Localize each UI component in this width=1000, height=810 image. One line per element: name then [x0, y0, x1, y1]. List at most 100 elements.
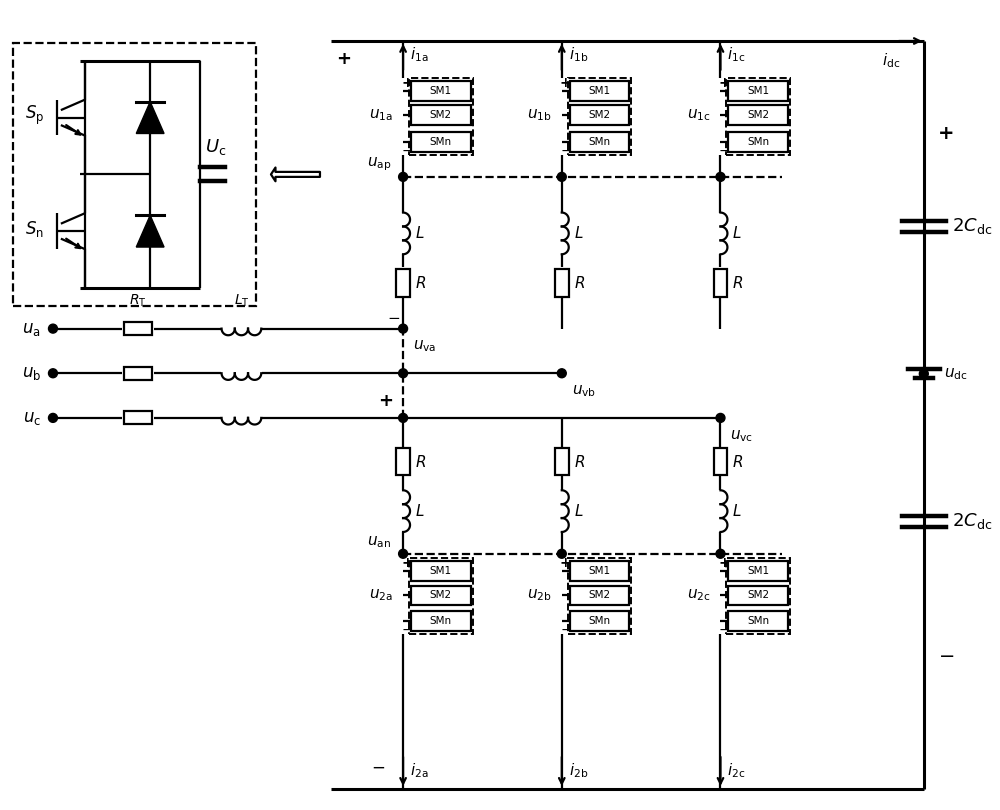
- Circle shape: [399, 173, 408, 181]
- Text: $u_{2\mathrm{c}}$: $u_{2\mathrm{c}}$: [687, 587, 711, 603]
- Polygon shape: [136, 215, 164, 247]
- Bar: [396, 448, 410, 475]
- Bar: [555, 269, 569, 297]
- Polygon shape: [136, 102, 164, 134]
- Text: SMn: SMn: [747, 137, 769, 147]
- Text: $L$: $L$: [415, 225, 425, 241]
- Text: $-$: $-$: [718, 622, 731, 636]
- Text: $R$: $R$: [732, 275, 744, 291]
- Text: +: +: [401, 556, 413, 569]
- Bar: [570, 105, 629, 126]
- Text: $L_\mathrm{T}$: $L_\mathrm{T}$: [234, 292, 249, 309]
- Text: $i_{2\mathrm{b}}$: $i_{2\mathrm{b}}$: [569, 761, 588, 780]
- Bar: [728, 132, 788, 152]
- Text: $R_\mathrm{T}$: $R_\mathrm{T}$: [129, 292, 147, 309]
- Bar: [396, 269, 410, 297]
- Text: SM1: SM1: [747, 565, 769, 576]
- Text: $u_\mathrm{dc}$: $u_\mathrm{dc}$: [944, 366, 967, 382]
- Text: SM1: SM1: [588, 86, 611, 96]
- Text: +: +: [719, 75, 730, 90]
- Text: $i_\mathrm{dc}$: $i_\mathrm{dc}$: [882, 52, 900, 70]
- Circle shape: [716, 549, 725, 558]
- Bar: [411, 105, 471, 126]
- Bar: [411, 561, 471, 581]
- Bar: [411, 586, 471, 605]
- Circle shape: [49, 369, 57, 377]
- Text: $-$: $-$: [401, 143, 413, 157]
- Circle shape: [399, 413, 408, 422]
- Bar: [409, 78, 473, 155]
- Text: $u_\mathrm{ap}$: $u_\mathrm{ap}$: [367, 156, 391, 173]
- Text: $u_\mathrm{b}$: $u_\mathrm{b}$: [22, 364, 41, 382]
- Text: $u_\mathrm{c}$: $u_\mathrm{c}$: [23, 409, 41, 427]
- Text: $S_\mathrm{p}$: $S_\mathrm{p}$: [25, 104, 44, 127]
- Bar: [570, 586, 629, 605]
- Text: $i_{1\mathrm{a}}$: $i_{1\mathrm{a}}$: [410, 45, 429, 64]
- Bar: [728, 81, 788, 100]
- Circle shape: [399, 549, 408, 558]
- Circle shape: [49, 413, 57, 422]
- Text: $u_\mathrm{vb}$: $u_\mathrm{vb}$: [572, 383, 596, 399]
- Text: SM2: SM2: [747, 590, 769, 600]
- Text: SM2: SM2: [588, 590, 611, 600]
- Bar: [411, 81, 471, 100]
- Text: $u_\mathrm{an}$: $u_\mathrm{an}$: [367, 534, 391, 550]
- Text: +: +: [560, 556, 572, 569]
- Text: $i_{1\mathrm{c}}$: $i_{1\mathrm{c}}$: [727, 45, 746, 64]
- Bar: [13, 43, 256, 306]
- Text: +: +: [336, 50, 351, 68]
- Text: $L$: $L$: [574, 225, 583, 241]
- Circle shape: [49, 324, 57, 333]
- Bar: [124, 411, 152, 424]
- Bar: [714, 448, 727, 475]
- Text: $S_\mathrm{n}$: $S_\mathrm{n}$: [25, 220, 44, 239]
- Bar: [409, 558, 473, 634]
- Text: +: +: [378, 392, 393, 410]
- Text: $-$: $-$: [371, 758, 385, 776]
- Text: SMn: SMn: [747, 616, 769, 626]
- Text: $i_{2\mathrm{a}}$: $i_{2\mathrm{a}}$: [410, 761, 429, 780]
- Text: $i_{1\mathrm{b}}$: $i_{1\mathrm{b}}$: [569, 45, 588, 64]
- Text: $u_{2\mathrm{a}}$: $u_{2\mathrm{a}}$: [369, 587, 393, 603]
- Bar: [570, 132, 629, 152]
- Text: $U_\mathrm{c}$: $U_\mathrm{c}$: [205, 137, 226, 156]
- Text: $u_{1\mathrm{c}}$: $u_{1\mathrm{c}}$: [687, 108, 711, 123]
- Text: $u_{1\mathrm{a}}$: $u_{1\mathrm{a}}$: [369, 108, 393, 123]
- Text: $2C_\mathrm{dc}$: $2C_\mathrm{dc}$: [952, 511, 992, 531]
- Text: $L$: $L$: [574, 503, 583, 519]
- Text: SM1: SM1: [430, 565, 452, 576]
- Text: $-$: $-$: [387, 309, 400, 324]
- Bar: [726, 558, 790, 634]
- Text: +: +: [401, 75, 413, 90]
- Text: SMn: SMn: [430, 616, 452, 626]
- Text: $u_{1\mathrm{b}}$: $u_{1\mathrm{b}}$: [527, 108, 552, 123]
- Text: +: +: [938, 124, 954, 143]
- Circle shape: [919, 369, 928, 378]
- Circle shape: [716, 173, 725, 181]
- Bar: [728, 612, 788, 631]
- Circle shape: [557, 173, 566, 181]
- Text: SM1: SM1: [430, 86, 452, 96]
- Bar: [411, 612, 471, 631]
- Text: SMn: SMn: [588, 137, 611, 147]
- Text: $L$: $L$: [732, 503, 742, 519]
- Text: $-$: $-$: [938, 646, 954, 664]
- Text: $L$: $L$: [732, 225, 742, 241]
- Circle shape: [399, 324, 408, 333]
- Text: $L$: $L$: [415, 503, 425, 519]
- Bar: [568, 78, 631, 155]
- Circle shape: [557, 549, 566, 558]
- Bar: [726, 78, 790, 155]
- Text: $-$: $-$: [560, 143, 572, 157]
- Bar: [411, 132, 471, 152]
- Bar: [555, 448, 569, 475]
- Bar: [568, 558, 631, 634]
- Text: +: +: [560, 75, 572, 90]
- Text: +: +: [719, 556, 730, 569]
- Bar: [728, 586, 788, 605]
- Text: SM2: SM2: [430, 590, 452, 600]
- Text: $R$: $R$: [415, 275, 426, 291]
- Bar: [728, 561, 788, 581]
- Text: SMn: SMn: [430, 137, 452, 147]
- Text: $R$: $R$: [732, 454, 744, 470]
